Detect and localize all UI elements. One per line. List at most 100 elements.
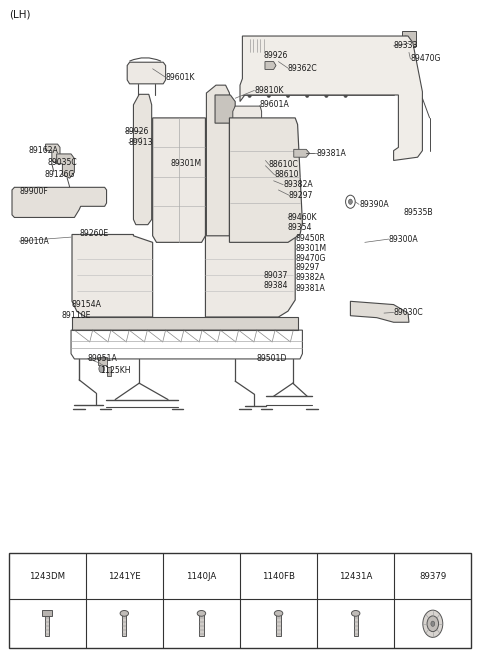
Text: 89030C: 89030C: [394, 308, 423, 317]
Bar: [276, 613, 281, 637]
Text: 89301M: 89301M: [296, 244, 327, 253]
Text: 89470G: 89470G: [296, 253, 326, 263]
Bar: [107, 367, 111, 376]
Circle shape: [33, 194, 44, 210]
Polygon shape: [127, 62, 166, 84]
Text: 89926: 89926: [125, 126, 149, 136]
Bar: [199, 613, 204, 637]
Bar: [98, 357, 107, 365]
Text: 89362C: 89362C: [288, 64, 318, 73]
Text: (LH): (LH): [10, 10, 31, 20]
Circle shape: [427, 616, 439, 631]
Polygon shape: [350, 301, 409, 322]
Polygon shape: [206, 85, 229, 242]
Text: 89535B: 89535B: [403, 208, 433, 217]
Polygon shape: [72, 317, 298, 330]
Circle shape: [248, 92, 252, 98]
Polygon shape: [265, 62, 276, 69]
Ellipse shape: [275, 610, 283, 616]
Circle shape: [257, 145, 264, 156]
Text: 89382A: 89382A: [283, 180, 313, 189]
Ellipse shape: [269, 186, 283, 194]
Text: 89601A: 89601A: [259, 100, 289, 109]
Text: 89333: 89333: [394, 41, 418, 50]
Text: 89810K: 89810K: [254, 86, 284, 95]
Bar: [258, 141, 264, 161]
Polygon shape: [72, 234, 153, 317]
Circle shape: [324, 92, 328, 98]
Circle shape: [286, 92, 290, 98]
Bar: [354, 613, 358, 637]
Text: 89260E: 89260E: [79, 229, 108, 238]
Text: 1243DM: 1243DM: [29, 572, 65, 581]
Text: 89297: 89297: [296, 263, 320, 272]
Text: 89297: 89297: [289, 191, 313, 200]
Text: 89926: 89926: [263, 50, 288, 60]
Ellipse shape: [351, 610, 360, 616]
Text: 89379: 89379: [419, 572, 446, 581]
Text: 89110E: 89110E: [61, 311, 91, 320]
Polygon shape: [133, 94, 152, 225]
Polygon shape: [215, 95, 235, 123]
Circle shape: [305, 92, 309, 98]
Text: 89381A: 89381A: [296, 284, 325, 293]
Circle shape: [28, 187, 49, 216]
Text: 89162A: 89162A: [29, 146, 59, 155]
Text: 1140JA: 1140JA: [186, 572, 216, 581]
Text: 89382A: 89382A: [296, 273, 325, 282]
Bar: [402, 31, 416, 46]
Bar: [45, 613, 49, 637]
Circle shape: [62, 190, 80, 214]
Text: 12431A: 12431A: [339, 572, 372, 581]
Text: 89354: 89354: [288, 223, 312, 232]
Text: 89450R: 89450R: [296, 234, 325, 243]
Bar: [249, 39, 267, 52]
Text: 89126G: 89126G: [44, 170, 74, 179]
Text: 89035C: 89035C: [48, 158, 78, 167]
Ellipse shape: [120, 610, 129, 616]
Text: 89010A: 89010A: [19, 236, 49, 246]
Text: 1125KH: 1125KH: [100, 366, 131, 375]
Bar: [217, 100, 231, 119]
Text: 89601K: 89601K: [166, 73, 195, 82]
Text: 89300A: 89300A: [389, 234, 419, 244]
Ellipse shape: [197, 610, 205, 616]
Text: 89501D: 89501D: [257, 354, 288, 364]
Text: 89470G: 89470G: [410, 54, 441, 64]
Text: 88610C: 88610C: [269, 160, 299, 169]
Polygon shape: [229, 118, 302, 242]
Text: 89900F: 89900F: [19, 187, 48, 196]
Circle shape: [423, 610, 443, 637]
Circle shape: [268, 176, 273, 182]
Circle shape: [66, 195, 76, 208]
Text: 89384: 89384: [263, 281, 288, 290]
Polygon shape: [240, 36, 422, 160]
Text: 89154A: 89154A: [71, 300, 101, 309]
Bar: [9, 553, 471, 648]
Text: 1140FB: 1140FB: [262, 572, 295, 581]
Text: 89037: 89037: [263, 271, 288, 280]
Bar: [274, 49, 331, 85]
Bar: [42, 610, 52, 616]
Circle shape: [348, 199, 352, 204]
Polygon shape: [233, 106, 262, 123]
Text: 89460K: 89460K: [288, 213, 317, 222]
Circle shape: [267, 92, 271, 98]
Polygon shape: [46, 144, 60, 164]
Circle shape: [344, 92, 348, 98]
Polygon shape: [294, 149, 310, 157]
Bar: [288, 200, 295, 215]
Polygon shape: [12, 187, 107, 217]
Polygon shape: [205, 236, 295, 317]
Text: 89381A: 89381A: [317, 149, 347, 158]
Text: 89390A: 89390A: [359, 200, 389, 209]
Ellipse shape: [264, 174, 277, 183]
Text: 1241YE: 1241YE: [108, 572, 141, 581]
Circle shape: [259, 163, 263, 168]
Polygon shape: [57, 154, 74, 178]
Text: 89913: 89913: [129, 138, 153, 147]
Text: 89051A: 89051A: [87, 354, 117, 363]
Text: 88610: 88610: [275, 170, 299, 179]
Bar: [122, 613, 126, 637]
Circle shape: [402, 36, 409, 45]
